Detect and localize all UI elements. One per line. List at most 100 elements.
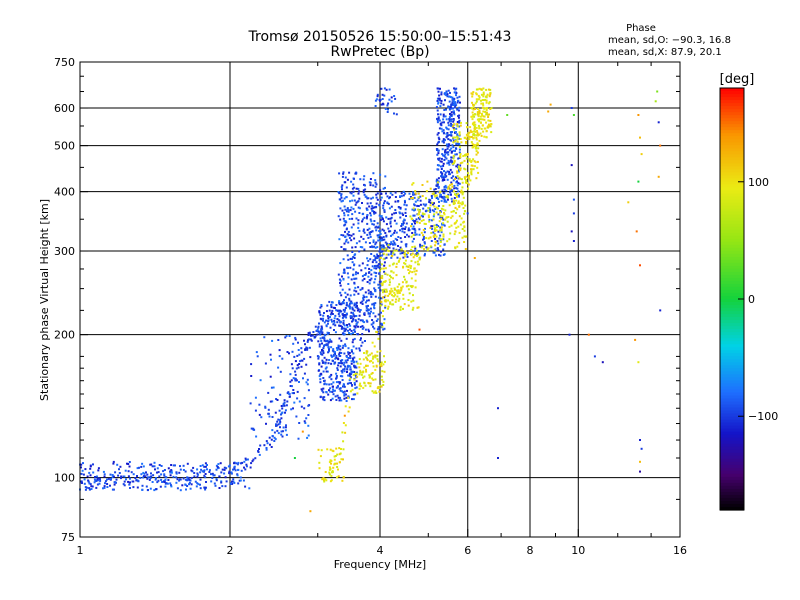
o-mode-point	[350, 362, 353, 365]
o-mode-point	[136, 467, 139, 470]
o-mode-point	[443, 159, 446, 161]
o-mode-point	[255, 351, 258, 354]
o-mode-point	[306, 383, 309, 386]
o-mode-point	[423, 241, 426, 244]
o-mode-point	[142, 476, 145, 479]
o-mode-point	[134, 477, 137, 479]
x-mode-point	[469, 168, 472, 171]
o-mode-point	[340, 234, 343, 236]
o-mode-point	[457, 109, 460, 112]
x-mode-point	[408, 272, 410, 275]
o-mode-point	[336, 318, 339, 321]
o-mode-point	[377, 283, 380, 286]
o-mode-point	[351, 384, 353, 386]
o-mode-point	[450, 156, 453, 159]
o-mode-point	[363, 248, 366, 251]
x-mode-point	[470, 159, 473, 162]
sparse-point	[654, 100, 657, 103]
x-mode-point	[468, 158, 471, 161]
o-mode-point	[327, 332, 330, 334]
o-mode-point	[236, 463, 239, 466]
o-mode-point	[443, 186, 446, 188]
colorbar-band	[720, 100, 744, 104]
o-mode-point	[448, 173, 451, 176]
o-mode-point	[269, 353, 272, 356]
o-mode-point	[402, 227, 404, 230]
o-mode-point	[317, 357, 320, 360]
sparse-point	[639, 264, 641, 267]
o-mode-point	[453, 106, 456, 109]
o-mode-point	[447, 106, 450, 109]
o-mode-point	[323, 337, 326, 340]
o-mode-point	[352, 359, 355, 362]
o-mode-point	[322, 398, 325, 401]
o-mode-point	[146, 477, 149, 480]
x-mode-point	[465, 142, 467, 145]
x-mode-point	[456, 125, 459, 128]
o-mode-point	[448, 108, 451, 111]
o-mode-point	[356, 321, 359, 324]
o-mode-point	[182, 477, 185, 480]
o-mode-point	[348, 297, 351, 300]
o-mode-point	[387, 217, 390, 220]
o-mode-point	[118, 472, 121, 474]
o-mode-point	[338, 353, 341, 356]
o-mode-point	[339, 375, 342, 378]
o-mode-point	[187, 476, 190, 479]
o-mode-point	[332, 354, 335, 357]
o-mode-point	[250, 375, 253, 377]
o-mode-point	[195, 485, 198, 488]
o-mode-point	[351, 251, 354, 253]
o-mode-point	[393, 253, 396, 256]
o-mode-point	[312, 331, 315, 333]
o-mode-point	[90, 485, 93, 488]
x-mode-point	[476, 160, 479, 163]
colorbar-band	[720, 305, 744, 309]
o-mode-point	[215, 464, 218, 467]
o-mode-point	[369, 290, 372, 293]
o-mode-point	[362, 189, 365, 192]
x-mode-point	[391, 263, 394, 266]
x-mode-point	[359, 362, 362, 365]
o-mode-point	[284, 411, 286, 414]
x-mode-point	[352, 373, 355, 376]
o-mode-point	[401, 212, 404, 215]
o-mode-point	[323, 356, 326, 359]
o-mode-point	[437, 117, 440, 120]
o-mode-point	[441, 121, 444, 124]
o-mode-point	[322, 377, 325, 379]
x-mode-point	[468, 131, 471, 134]
x-mode-point	[389, 291, 392, 294]
o-mode-point	[352, 398, 355, 401]
o-mode-point	[364, 274, 367, 276]
o-mode-point	[143, 475, 145, 478]
o-mode-point	[283, 401, 286, 404]
x-mode-point	[407, 304, 410, 307]
o-mode-point	[341, 325, 343, 328]
x-mode-point	[414, 279, 417, 282]
x-mode-point	[354, 372, 357, 375]
o-mode-point	[365, 207, 368, 210]
x-mode-point	[410, 235, 413, 238]
o-mode-point	[404, 201, 406, 204]
o-mode-point	[325, 310, 328, 313]
x-mode-point	[448, 225, 451, 228]
o-mode-point	[394, 200, 397, 203]
x-mode-point	[463, 212, 466, 215]
x-mode-point	[453, 222, 456, 225]
o-mode-point	[336, 321, 339, 324]
o-mode-point	[422, 207, 425, 210]
o-mode-point	[377, 226, 380, 229]
o-mode-point	[371, 265, 374, 268]
o-mode-point	[361, 220, 364, 223]
o-mode-point	[175, 472, 178, 475]
x-mode-point	[328, 471, 331, 474]
o-mode-point	[342, 322, 345, 324]
o-mode-point	[223, 472, 226, 475]
o-mode-point	[343, 205, 346, 208]
o-mode-point	[375, 272, 378, 275]
o-mode-point	[373, 212, 376, 215]
x-mode-point	[426, 180, 429, 183]
o-mode-point	[456, 133, 459, 136]
o-mode-point	[297, 341, 299, 344]
